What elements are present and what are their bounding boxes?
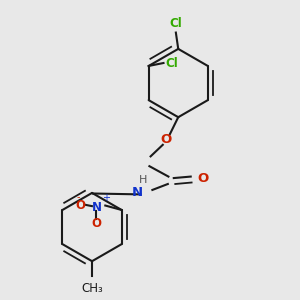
Text: N: N [92,200,101,214]
Text: CH₃: CH₃ [81,282,103,295]
Text: O: O [198,172,209,184]
Text: H: H [138,176,147,185]
Text: O: O [161,133,172,146]
Text: Cl: Cl [169,17,182,31]
Text: Cl: Cl [165,56,178,70]
Text: O: O [75,199,85,212]
Text: +: + [102,194,110,203]
Text: -: - [76,192,80,202]
Text: O: O [92,217,101,230]
Text: N: N [131,186,142,200]
